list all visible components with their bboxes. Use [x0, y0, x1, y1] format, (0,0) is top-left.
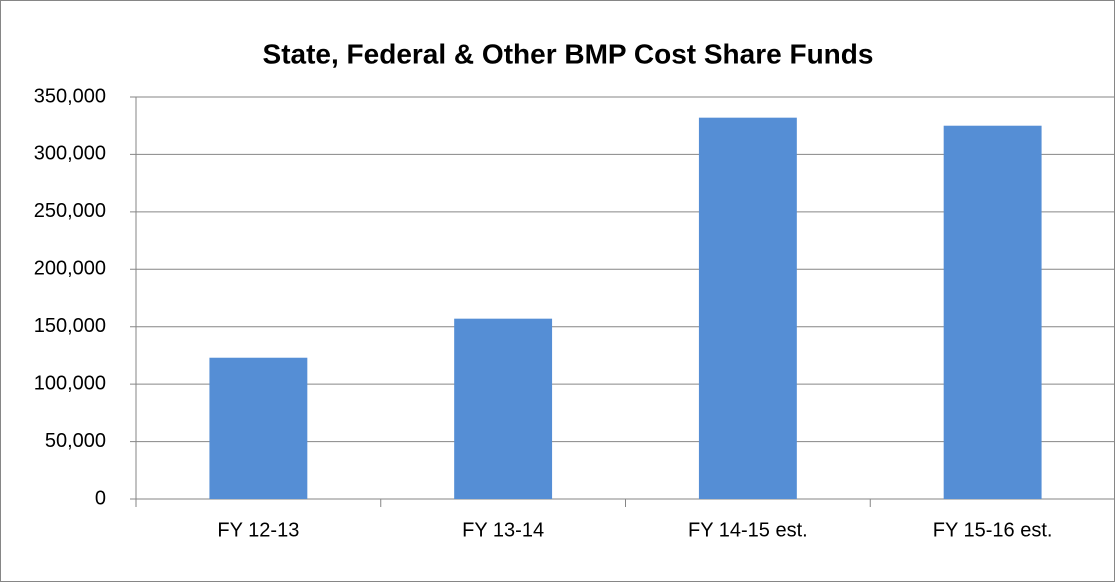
- y-tick-label: 150,000: [34, 315, 106, 337]
- bar: [698, 117, 797, 499]
- y-tick-label: 50,000: [45, 430, 106, 452]
- bar: [209, 357, 308, 499]
- y-tick-label: 0: [95, 487, 106, 509]
- y-tick-label: 100,000: [34, 372, 106, 394]
- x-tick-label: FY 15-16 est.: [933, 519, 1053, 541]
- bar: [943, 125, 1042, 499]
- y-tick-label: 300,000: [34, 143, 106, 165]
- x-tick-label: FY 14-15 est.: [688, 519, 808, 541]
- x-tick-label: FY 13-14: [462, 519, 544, 541]
- y-tick-label: 350,000: [34, 85, 106, 107]
- chart-title: State, Federal & Other BMP Cost Share Fu…: [263, 38, 874, 69]
- y-tick-label: 250,000: [34, 200, 106, 222]
- x-tick-label: FY 12-13: [217, 519, 299, 541]
- y-tick-label: 200,000: [34, 258, 106, 280]
- bar: [454, 318, 553, 499]
